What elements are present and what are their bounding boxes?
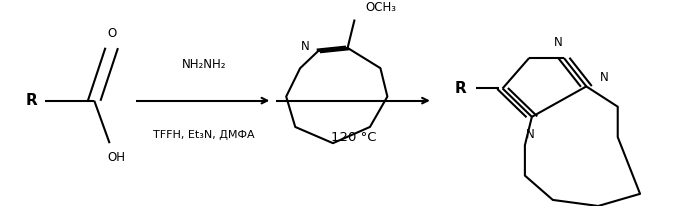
Text: OH: OH bbox=[107, 151, 126, 164]
Text: TFFH, Et₃N, ДМФА: TFFH, Et₃N, ДМФА bbox=[154, 130, 255, 140]
Text: N: N bbox=[302, 40, 310, 53]
Text: NH₂NH₂: NH₂NH₂ bbox=[182, 58, 226, 71]
Text: O: O bbox=[107, 27, 117, 40]
Text: 120 °C: 120 °C bbox=[332, 131, 377, 144]
Text: R: R bbox=[455, 81, 466, 96]
Text: R: R bbox=[26, 93, 37, 108]
Text: OCH₃: OCH₃ bbox=[366, 1, 396, 14]
Text: N: N bbox=[600, 71, 608, 84]
Text: N: N bbox=[526, 128, 535, 140]
Text: N: N bbox=[554, 36, 563, 49]
